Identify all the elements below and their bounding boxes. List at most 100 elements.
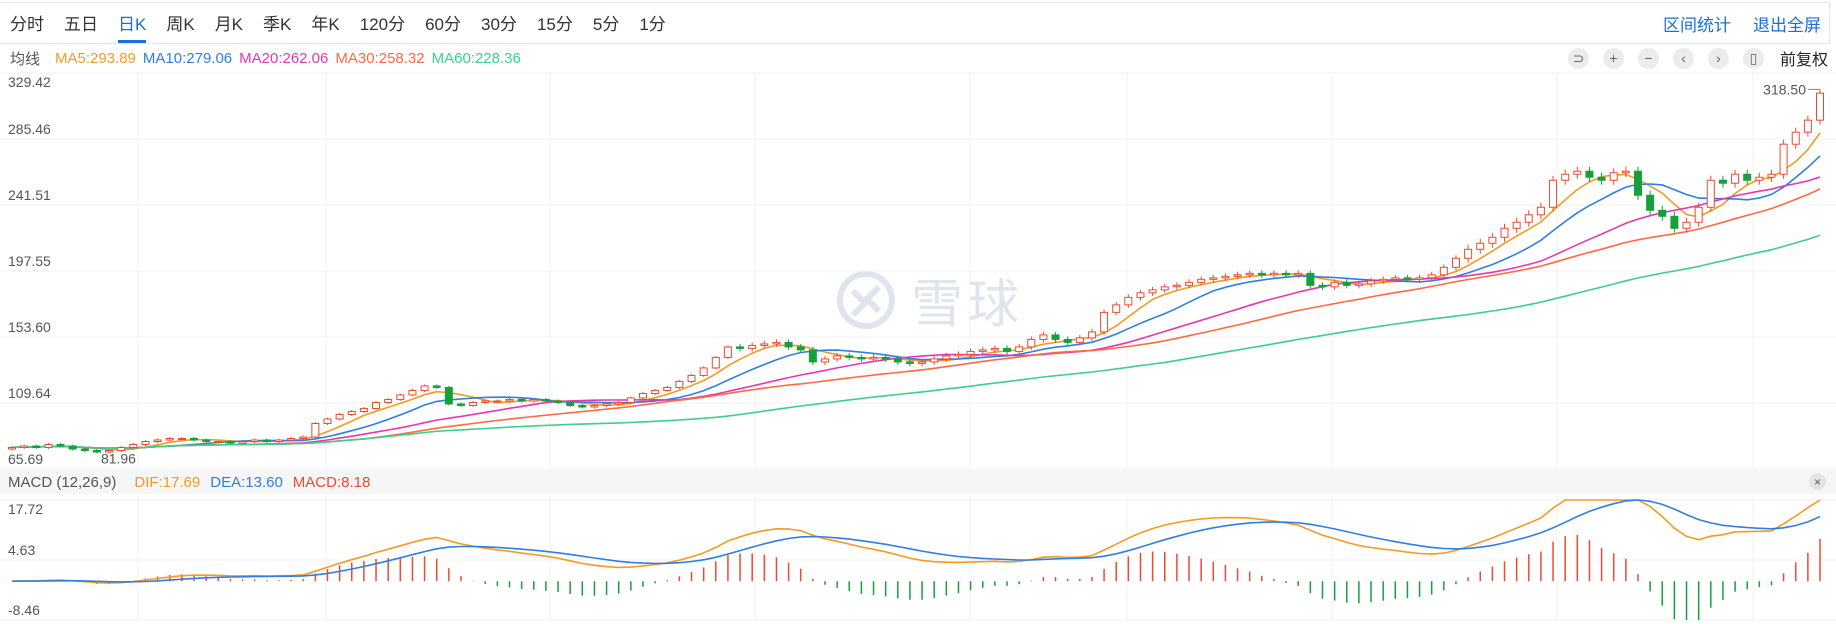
- candle-body: [796, 346, 805, 351]
- candle-body: [1415, 277, 1424, 280]
- header-actions: 区间统计 退出全屏: [1663, 3, 1821, 43]
- candle-body: [444, 386, 453, 405]
- tab-5[interactable]: 季K: [263, 15, 292, 34]
- tab-9[interactable]: 30分: [481, 15, 517, 34]
- candle-body: [177, 438, 186, 441]
- candle-body: [1003, 347, 1012, 352]
- macd-value: MACD:8.18: [292, 473, 371, 491]
- tab-12[interactable]: 1分: [639, 15, 666, 34]
- candle-body: [105, 450, 114, 453]
- candle-body: [153, 439, 162, 443]
- reset-icon[interactable]: ⊃: [1567, 47, 1589, 69]
- candle-body: [1524, 214, 1533, 223]
- candle-body: [748, 344, 757, 349]
- chevron-right-icon[interactable]: ›: [1707, 47, 1729, 69]
- candle-body: [299, 436, 308, 440]
- candle-body: [1791, 131, 1800, 145]
- tab-1[interactable]: 五日: [64, 15, 98, 34]
- candle-body: [1354, 283, 1363, 286]
- period-tabs: 分时 五日 日K 周K 月K 季K 年K 120分 60分 30分 15分 5分 1分 区间统计 退出全…: [0, 2, 1830, 44]
- macd-tick-label: 4.63: [8, 542, 36, 558]
- chevron-left-icon[interactable]: ‹: [1672, 47, 1694, 69]
- candle-body: [481, 400, 490, 403]
- ma-legend-item: MA10:279.06: [142, 49, 233, 67]
- ma20-line: [11, 176, 1821, 450]
- zoom-out-icon[interactable]: −: [1637, 47, 1659, 69]
- candle-body: [1100, 311, 1109, 333]
- price-tick-label: 153.60: [8, 319, 51, 335]
- candle-body: [432, 385, 441, 388]
- macd-label: MACD (12,26,9): [8, 473, 117, 491]
- range-stats-button[interactable]: 区间统计: [1663, 15, 1731, 35]
- candle-body: [760, 343, 769, 346]
- candle-body: [1245, 272, 1254, 276]
- candle-body: [893, 358, 902, 363]
- watermark-logo: 雪球: [835, 262, 1023, 337]
- candle-body: [1451, 257, 1460, 268]
- candle-body: [238, 441, 247, 444]
- adjust-mode-button[interactable]: 前复权: [1779, 52, 1828, 69]
- candle-body: [966, 350, 975, 355]
- candle-body: [493, 400, 502, 403]
- tab-8[interactable]: 60分: [425, 15, 462, 34]
- tab-7[interactable]: 120分: [359, 15, 406, 34]
- ma-legend-label: 均线: [10, 50, 41, 68]
- candle-body: [1573, 170, 1582, 175]
- candle-body: [1755, 176, 1764, 181]
- dea-line: [11, 499, 1821, 583]
- candle-body: [857, 356, 866, 360]
- candle-body: [699, 367, 708, 376]
- candle-body: [1051, 334, 1060, 340]
- candle-body: [1488, 236, 1497, 244]
- price-tick-label: 241.51: [8, 187, 51, 203]
- exit-fullscreen-button[interactable]: 退出全屏: [1753, 15, 1821, 35]
- tab-4[interactable]: 月K: [214, 15, 244, 34]
- tab-2[interactable]: 日K: [108, 3, 156, 43]
- tab-0[interactable]: 分时: [10, 15, 44, 34]
- candle-body: [1500, 227, 1509, 238]
- candle-body: [1706, 179, 1715, 208]
- candle-body: [1027, 338, 1036, 348]
- candle-body: [1318, 284, 1327, 288]
- zoom-in-icon[interactable]: +: [1602, 47, 1624, 69]
- ma5-line: [11, 132, 1821, 451]
- candle-body: [1160, 286, 1169, 291]
- tab-11[interactable]: 5分: [592, 15, 620, 34]
- candle-body: [190, 438, 199, 441]
- candle-body: [638, 392, 647, 399]
- candle-body: [44, 444, 53, 449]
- candle-body: [384, 398, 393, 403]
- candle-body: [456, 403, 465, 406]
- candle-body: [56, 444, 65, 447]
- price-tick-label: 329.42: [8, 74, 51, 90]
- candle-body: [614, 401, 623, 405]
- macd-tick-label: -8.46: [8, 602, 40, 618]
- candle-body: [990, 347, 999, 351]
- tab-6[interactable]: 年K: [311, 15, 340, 34]
- candle-body: [1585, 170, 1594, 178]
- candle-body: [274, 439, 283, 443]
- candle-body: [808, 349, 817, 363]
- candle-body: [1597, 176, 1606, 181]
- candle-body: [736, 346, 745, 349]
- candle-body: [675, 380, 684, 388]
- candle-body: [1148, 289, 1157, 294]
- max-price-label: 318.50: [1763, 81, 1806, 97]
- tab-3[interactable]: 周K: [166, 15, 195, 34]
- candle-body: [165, 438, 174, 441]
- candle-body: [845, 355, 854, 358]
- chart-toolbar: ⊃ + − ‹ › ▯ 前复权: [1567, 46, 1828, 70]
- candle-body: [1646, 194, 1655, 211]
- price-tick-label: 285.46: [8, 121, 51, 137]
- close-macd-icon[interactable]: ×: [1809, 473, 1826, 490]
- candle-body: [117, 447, 126, 452]
- candle-type-icon[interactable]: ▯: [1742, 47, 1764, 69]
- candle-body: [772, 341, 781, 345]
- candle-body: [784, 341, 793, 348]
- tab-10[interactable]: 15分: [536, 15, 573, 34]
- candle-body: [202, 439, 211, 443]
- candle-body: [1221, 275, 1230, 279]
- candle-body: [1403, 277, 1412, 280]
- candle-body: [469, 401, 478, 406]
